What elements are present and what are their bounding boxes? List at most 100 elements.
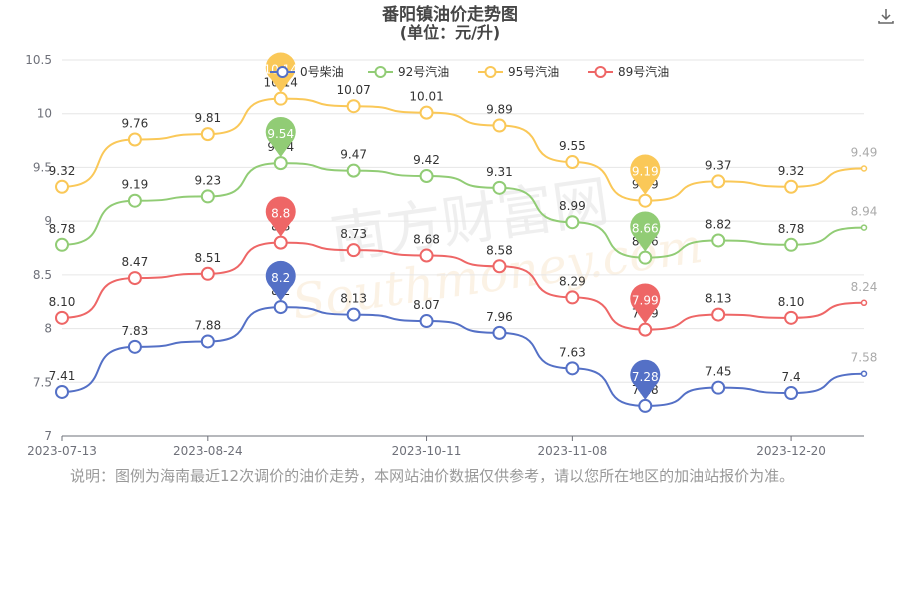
x-tick-label: 2023-07-13 bbox=[27, 444, 97, 458]
legend-label: 0号柴油 bbox=[300, 65, 344, 79]
data-label: 8.78 bbox=[778, 222, 805, 236]
x-tick-label: 2023-12-20 bbox=[756, 444, 826, 458]
data-point bbox=[565, 155, 580, 170]
data-label: 8.07 bbox=[413, 298, 440, 312]
pin-marker: 7.99 bbox=[630, 283, 661, 324]
data-label: 8.13 bbox=[340, 292, 367, 306]
pin-shape bbox=[630, 283, 661, 324]
y-tick-label: 10.5 bbox=[25, 53, 52, 67]
data-point bbox=[346, 99, 361, 114]
data-point bbox=[127, 271, 142, 286]
data-point bbox=[860, 165, 868, 172]
series-line-0 bbox=[61, 306, 865, 407]
legend-label: 92号汽油 bbox=[398, 64, 449, 79]
pin-label: 9.54 bbox=[267, 127, 294, 141]
data-point bbox=[55, 237, 69, 252]
pin-shape bbox=[265, 116, 296, 158]
data-label: 9.42 bbox=[413, 153, 440, 167]
pin-label: 8.66 bbox=[632, 222, 659, 236]
data-label: 8.99 bbox=[559, 199, 586, 213]
data-point bbox=[492, 325, 507, 340]
data-label: 10.07 bbox=[336, 83, 370, 97]
legend-symbol bbox=[594, 66, 607, 78]
legend-symbol bbox=[374, 66, 387, 78]
data-point bbox=[711, 380, 726, 395]
data-point bbox=[200, 127, 215, 142]
data-label: 9.89 bbox=[486, 103, 513, 117]
data-point bbox=[492, 259, 507, 274]
y-tick-label: 7.5 bbox=[33, 375, 52, 389]
download-icon[interactable] bbox=[876, 6, 896, 26]
data-label: 8.58 bbox=[486, 243, 513, 257]
pin-markers: 8.27.289.548.6610.149.198.87.99 bbox=[264, 52, 661, 400]
data-point bbox=[127, 132, 142, 147]
data-label: 7.83 bbox=[122, 324, 149, 338]
data-label: 9.19 bbox=[122, 178, 149, 192]
pin-label: 9.19 bbox=[632, 165, 659, 179]
data-point bbox=[346, 163, 361, 178]
data-label: 7.4 bbox=[782, 370, 801, 384]
data-point bbox=[860, 370, 868, 377]
data-label: 9.32 bbox=[778, 164, 805, 178]
legend-label: 89号汽油 bbox=[618, 64, 669, 79]
data-label: 8.94 bbox=[851, 205, 878, 219]
data-label: 8.13 bbox=[705, 292, 732, 306]
y-tick-label: 9 bbox=[44, 214, 52, 228]
legend-item: 89号汽油 bbox=[588, 64, 669, 79]
data-point bbox=[200, 266, 215, 281]
series-line-3 bbox=[61, 241, 865, 331]
legend-symbol bbox=[276, 66, 289, 78]
data-point bbox=[200, 334, 215, 349]
grid-lines bbox=[62, 59, 864, 383]
legend: 0号柴油 92号汽油 95号汽油 89号汽油 bbox=[270, 64, 669, 79]
data-point bbox=[784, 237, 799, 252]
data-label: 8.10 bbox=[49, 295, 76, 309]
data-label: 9.23 bbox=[194, 173, 221, 187]
data-point bbox=[638, 322, 653, 337]
data-label: 8.24 bbox=[851, 280, 878, 294]
data-point bbox=[55, 179, 69, 194]
x-tick-label: 2023-11-08 bbox=[537, 444, 607, 458]
data-point bbox=[200, 189, 215, 204]
data-point bbox=[492, 180, 507, 195]
data-point bbox=[419, 248, 434, 263]
data-label: 9.81 bbox=[194, 111, 221, 125]
data-label: 8.29 bbox=[559, 274, 586, 288]
pin-marker: 8.66 bbox=[630, 211, 661, 252]
pin-label: 8.2 bbox=[271, 271, 290, 285]
pin-marker: 9.54 bbox=[265, 116, 296, 158]
data-label: 8.82 bbox=[705, 217, 732, 231]
data-label: 8.51 bbox=[194, 251, 221, 265]
chart-title: 番阳镇油价走势图 bbox=[381, 4, 518, 25]
data-label: 7.58 bbox=[851, 351, 878, 365]
data-point bbox=[565, 290, 580, 305]
data-label: 8.78 bbox=[49, 222, 76, 236]
data-point bbox=[784, 386, 799, 401]
data-point bbox=[273, 300, 288, 315]
series-line-1 bbox=[61, 162, 865, 259]
data-point bbox=[346, 243, 361, 258]
data-label: 10.01 bbox=[409, 90, 443, 104]
legend-symbol bbox=[484, 66, 497, 78]
data-label: 9.37 bbox=[705, 158, 732, 172]
y-tick-label: 8.5 bbox=[33, 268, 52, 282]
legend-item: 92号汽油 bbox=[368, 64, 449, 79]
legend-item: 0号柴油 bbox=[270, 65, 344, 79]
data-label: 7.88 bbox=[194, 318, 221, 332]
data-point bbox=[711, 307, 726, 322]
y-tick-label: 10 bbox=[37, 107, 52, 121]
data-label: 7.41 bbox=[49, 369, 76, 383]
data-point bbox=[860, 224, 868, 231]
data-label: 9.76 bbox=[122, 116, 149, 130]
series-line-2 bbox=[61, 97, 865, 202]
pin-marker: 8.8 bbox=[265, 196, 296, 237]
data-point bbox=[860, 299, 868, 307]
data-point bbox=[565, 361, 580, 376]
data-point bbox=[127, 193, 142, 208]
data-label: 9.32 bbox=[49, 164, 76, 178]
legend-label: 95号汽油 bbox=[508, 64, 559, 79]
data-label: 8.68 bbox=[413, 233, 440, 247]
pin-shape bbox=[265, 196, 296, 237]
series-layer: 7.41 7.83 7.88 8.2 8.13 8.07 7.96 7.63 7.28 7.45 7… bbox=[49, 76, 878, 413]
